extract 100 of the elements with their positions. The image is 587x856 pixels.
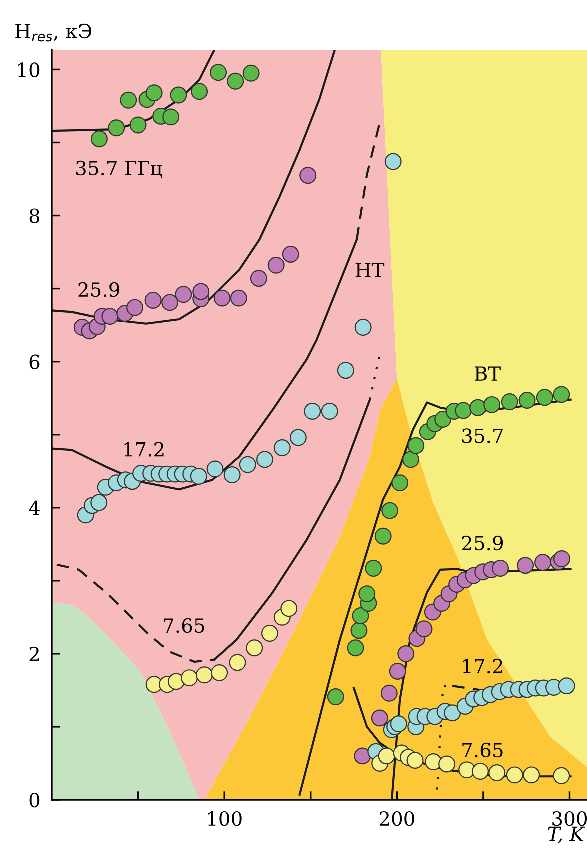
annotation: 35.7	[462, 428, 503, 444]
point	[304, 403, 322, 420]
point	[506, 766, 524, 784]
point	[162, 294, 179, 312]
point	[438, 756, 456, 773]
point	[517, 557, 534, 574]
annotation: НТ	[356, 263, 385, 278]
x-axis-title: T, K	[548, 826, 586, 844]
point	[425, 754, 442, 770]
point	[230, 290, 248, 307]
x-tick-label: 300	[552, 811, 587, 826]
point	[280, 600, 298, 618]
point	[371, 710, 388, 727]
point	[327, 688, 344, 706]
point	[250, 270, 268, 288]
point	[274, 440, 291, 456]
point	[268, 256, 285, 274]
point	[470, 399, 487, 416]
point	[406, 752, 424, 770]
point	[246, 640, 264, 657]
point	[190, 468, 208, 485]
annotation: 17.2	[124, 442, 164, 457]
point	[434, 411, 452, 428]
point	[192, 283, 210, 300]
point	[211, 664, 228, 682]
point	[229, 654, 246, 672]
point	[90, 494, 108, 512]
point	[398, 645, 415, 662]
point	[365, 560, 382, 577]
point	[337, 362, 354, 380]
point	[290, 429, 307, 446]
point	[126, 299, 144, 316]
point	[168, 673, 185, 690]
point	[261, 625, 278, 642]
point	[402, 451, 420, 468]
point	[501, 394, 518, 410]
point	[191, 83, 208, 100]
annotation: 7.65	[462, 742, 503, 758]
point	[352, 607, 370, 624]
annotation: 7.65	[164, 618, 204, 634]
annotation: 25.9	[78, 282, 120, 298]
point	[181, 670, 198, 687]
point	[384, 153, 402, 170]
point	[90, 130, 108, 148]
point	[523, 766, 540, 784]
point	[558, 678, 576, 695]
point	[256, 451, 274, 468]
point	[488, 764, 506, 782]
point	[130, 116, 147, 134]
point	[484, 396, 501, 414]
line-series	[390, 568, 572, 800]
annotation: 25.9	[462, 536, 504, 551]
y-tick-label: 6	[30, 354, 40, 370]
point	[380, 684, 398, 702]
point	[102, 308, 119, 326]
annotation: 35.7 ГГц	[76, 160, 162, 178]
point	[210, 64, 228, 82]
point	[206, 460, 224, 478]
point	[472, 763, 489, 780]
point	[416, 620, 433, 638]
point	[382, 502, 399, 520]
point	[536, 389, 554, 406]
point	[492, 560, 510, 577]
y-tick-label: 8	[30, 208, 40, 224]
y-tick-label: 0	[30, 792, 40, 808]
point	[347, 640, 364, 657]
point	[444, 704, 462, 722]
point	[162, 108, 180, 126]
point	[354, 319, 372, 336]
point	[534, 554, 552, 572]
point	[196, 666, 214, 684]
point	[242, 64, 260, 82]
y-tick-label: 4	[29, 500, 40, 516]
point	[146, 84, 163, 102]
point	[408, 437, 425, 454]
point	[350, 622, 368, 640]
point	[354, 748, 372, 765]
point	[214, 290, 231, 307]
y-axis-title: H$_{res}$, кЭ	[16, 24, 92, 42]
point	[108, 120, 126, 137]
point	[378, 748, 396, 765]
point	[358, 586, 376, 603]
x-tick-label: 200	[380, 811, 414, 826]
point	[374, 528, 392, 545]
point	[518, 392, 536, 410]
point	[321, 403, 338, 420]
point	[144, 292, 162, 309]
point	[120, 92, 138, 109]
annotation: 17.2	[463, 658, 502, 674]
point	[389, 663, 406, 680]
y-tick-label: 10	[18, 62, 40, 78]
point	[392, 474, 409, 492]
point	[553, 767, 570, 784]
y-tick-label: 2	[30, 646, 39, 662]
x-tick-label: 100	[208, 811, 242, 826]
point	[300, 167, 317, 184]
point	[390, 716, 408, 733]
point	[175, 286, 192, 304]
point	[170, 86, 188, 104]
point	[455, 402, 472, 420]
